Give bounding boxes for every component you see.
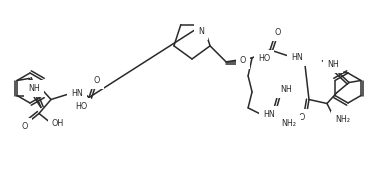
Text: O: O — [275, 28, 281, 37]
Text: NH₂: NH₂ — [281, 119, 296, 128]
Text: HO: HO — [75, 102, 87, 111]
Text: HN: HN — [71, 89, 83, 98]
Text: NH: NH — [280, 85, 292, 94]
Text: O: O — [299, 113, 305, 122]
Text: O: O — [240, 56, 246, 65]
Text: NH: NH — [28, 84, 40, 93]
Text: HN: HN — [263, 110, 275, 119]
Text: HO: HO — [258, 54, 270, 63]
Text: N: N — [198, 27, 204, 36]
Text: OH: OH — [52, 119, 64, 128]
Text: NH: NH — [327, 60, 339, 68]
Text: O: O — [94, 76, 100, 85]
Text: O: O — [22, 122, 28, 131]
Text: NH₂: NH₂ — [336, 115, 351, 124]
Text: HN: HN — [291, 53, 303, 62]
